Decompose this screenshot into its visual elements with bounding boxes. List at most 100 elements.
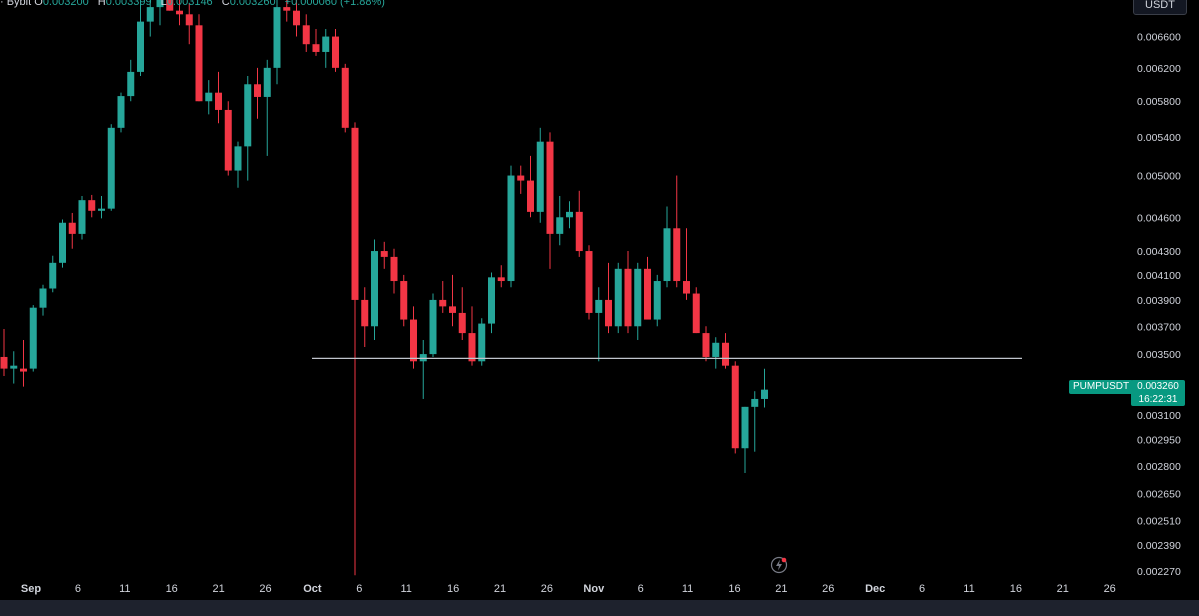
high-value: 0.003399 [105, 0, 152, 8]
candle-body [644, 268, 651, 320]
candle-body [137, 21, 144, 72]
candle-body [49, 262, 57, 289]
bottom-toolbar [0, 600, 1199, 616]
y-tick-label: 0.002510 [1137, 516, 1181, 528]
candle-body [527, 180, 534, 212]
candle-body [722, 342, 729, 366]
x-tick-label: 26 [259, 583, 271, 595]
y-tick-label: 0.002390 [1137, 540, 1181, 552]
candle-body [224, 109, 232, 171]
candle-body [439, 299, 447, 307]
y-tick-label: 0.003500 [1137, 349, 1181, 361]
x-tick-label: 21 [775, 583, 787, 595]
candle-body [419, 354, 427, 362]
candle-body [536, 141, 544, 212]
candle-body [88, 200, 96, 211]
x-tick-label: 6 [638, 583, 644, 595]
candle-body [20, 368, 27, 372]
candle-body [683, 281, 690, 294]
candle-body [624, 268, 632, 327]
candle-body [692, 293, 700, 334]
candle-body [614, 268, 622, 327]
candle-body [127, 71, 135, 97]
flash-icon[interactable] [770, 556, 788, 574]
candle-body [546, 141, 554, 234]
high-label: H [97, 0, 106, 8]
candle-body [468, 333, 476, 362]
candle-body [410, 319, 417, 362]
y-tick-label: 0.003100 [1137, 410, 1181, 422]
y-tick-label: 0.003900 [1137, 295, 1181, 307]
candle-body [497, 277, 505, 282]
candle-body [215, 92, 222, 110]
x-tick-label: 6 [356, 583, 362, 595]
candle-body [634, 268, 642, 327]
candle-body [195, 25, 203, 102]
candle-body [68, 222, 76, 234]
candle-body [283, 7, 291, 11]
x-tick-label: 21 [212, 583, 224, 595]
candle-body [39, 288, 47, 308]
x-tick-label: 26 [822, 583, 834, 595]
close-label: C [221, 0, 230, 8]
candle-body [429, 299, 437, 355]
candle-body [556, 217, 564, 234]
candle-body [98, 208, 105, 211]
x-tick-label: Oct [303, 583, 322, 595]
candle-body [595, 299, 603, 313]
candle-body [234, 146, 242, 171]
x-tick-label: 11 [119, 583, 130, 595]
candle-body [244, 84, 252, 147]
last-price-value: 0.003260 [1137, 381, 1179, 392]
open-label: O [34, 0, 43, 8]
candle-body [741, 406, 749, 449]
y-tick-label: 0.005400 [1137, 132, 1181, 144]
close-value: 0.003260 [229, 0, 276, 8]
candle-body [146, 7, 154, 22]
candle-body [585, 251, 593, 313]
x-tick-label: 6 [75, 583, 81, 595]
ohlc-legend: · Bybit O0.003200 H0.003399 L0.003146 C0… [0, 0, 391, 8]
candle-body [751, 398, 759, 407]
y-tick-label: 0.002950 [1137, 435, 1181, 447]
y-tick-label: 0.005000 [1137, 171, 1181, 183]
candle-body [458, 312, 466, 334]
candle-body [653, 281, 661, 320]
candle-body [29, 307, 37, 369]
x-tick-label: Dec [865, 583, 885, 595]
x-tick-label: 21 [494, 583, 506, 595]
currency-selector[interactable]: USDT [1133, 0, 1187, 15]
x-tick-label: 26 [541, 583, 553, 595]
candle-body [166, 0, 174, 11]
candle-body [361, 299, 369, 327]
y-tick-label: 0.005800 [1137, 96, 1181, 108]
candle-body [712, 342, 720, 357]
y-tick-label: 0.003700 [1137, 321, 1181, 333]
y-tick-label: 0.004300 [1137, 246, 1181, 258]
x-tick-label: 21 [1057, 583, 1069, 595]
symbol-price-tag: PUMPUSDT [1069, 380, 1134, 394]
candle-body [380, 251, 388, 257]
candle-body [663, 228, 671, 282]
candle-body [731, 365, 739, 449]
candle-body [371, 251, 378, 327]
x-tick-label: 16 [447, 583, 459, 595]
candle-body [205, 92, 213, 102]
candle-body [449, 306, 456, 313]
last-price-tag: 0.003260 16:22:31 [1131, 380, 1185, 406]
candle-body [761, 389, 768, 399]
x-tick-label: 26 [1104, 583, 1116, 595]
change-value: +0.000060 (+1.88%) [284, 0, 385, 8]
y-tick-label: 0.004600 [1137, 212, 1181, 224]
candle-body [575, 211, 583, 252]
x-tick-label: 11 [400, 583, 411, 595]
candle-body [566, 211, 573, 218]
candle-body [702, 333, 710, 357]
candle-body [312, 44, 320, 52]
candle-body [517, 175, 525, 181]
candle-body [10, 365, 18, 369]
x-tick-label: Sep [21, 583, 41, 595]
candle-body [351, 127, 359, 300]
candle-body [293, 10, 300, 26]
